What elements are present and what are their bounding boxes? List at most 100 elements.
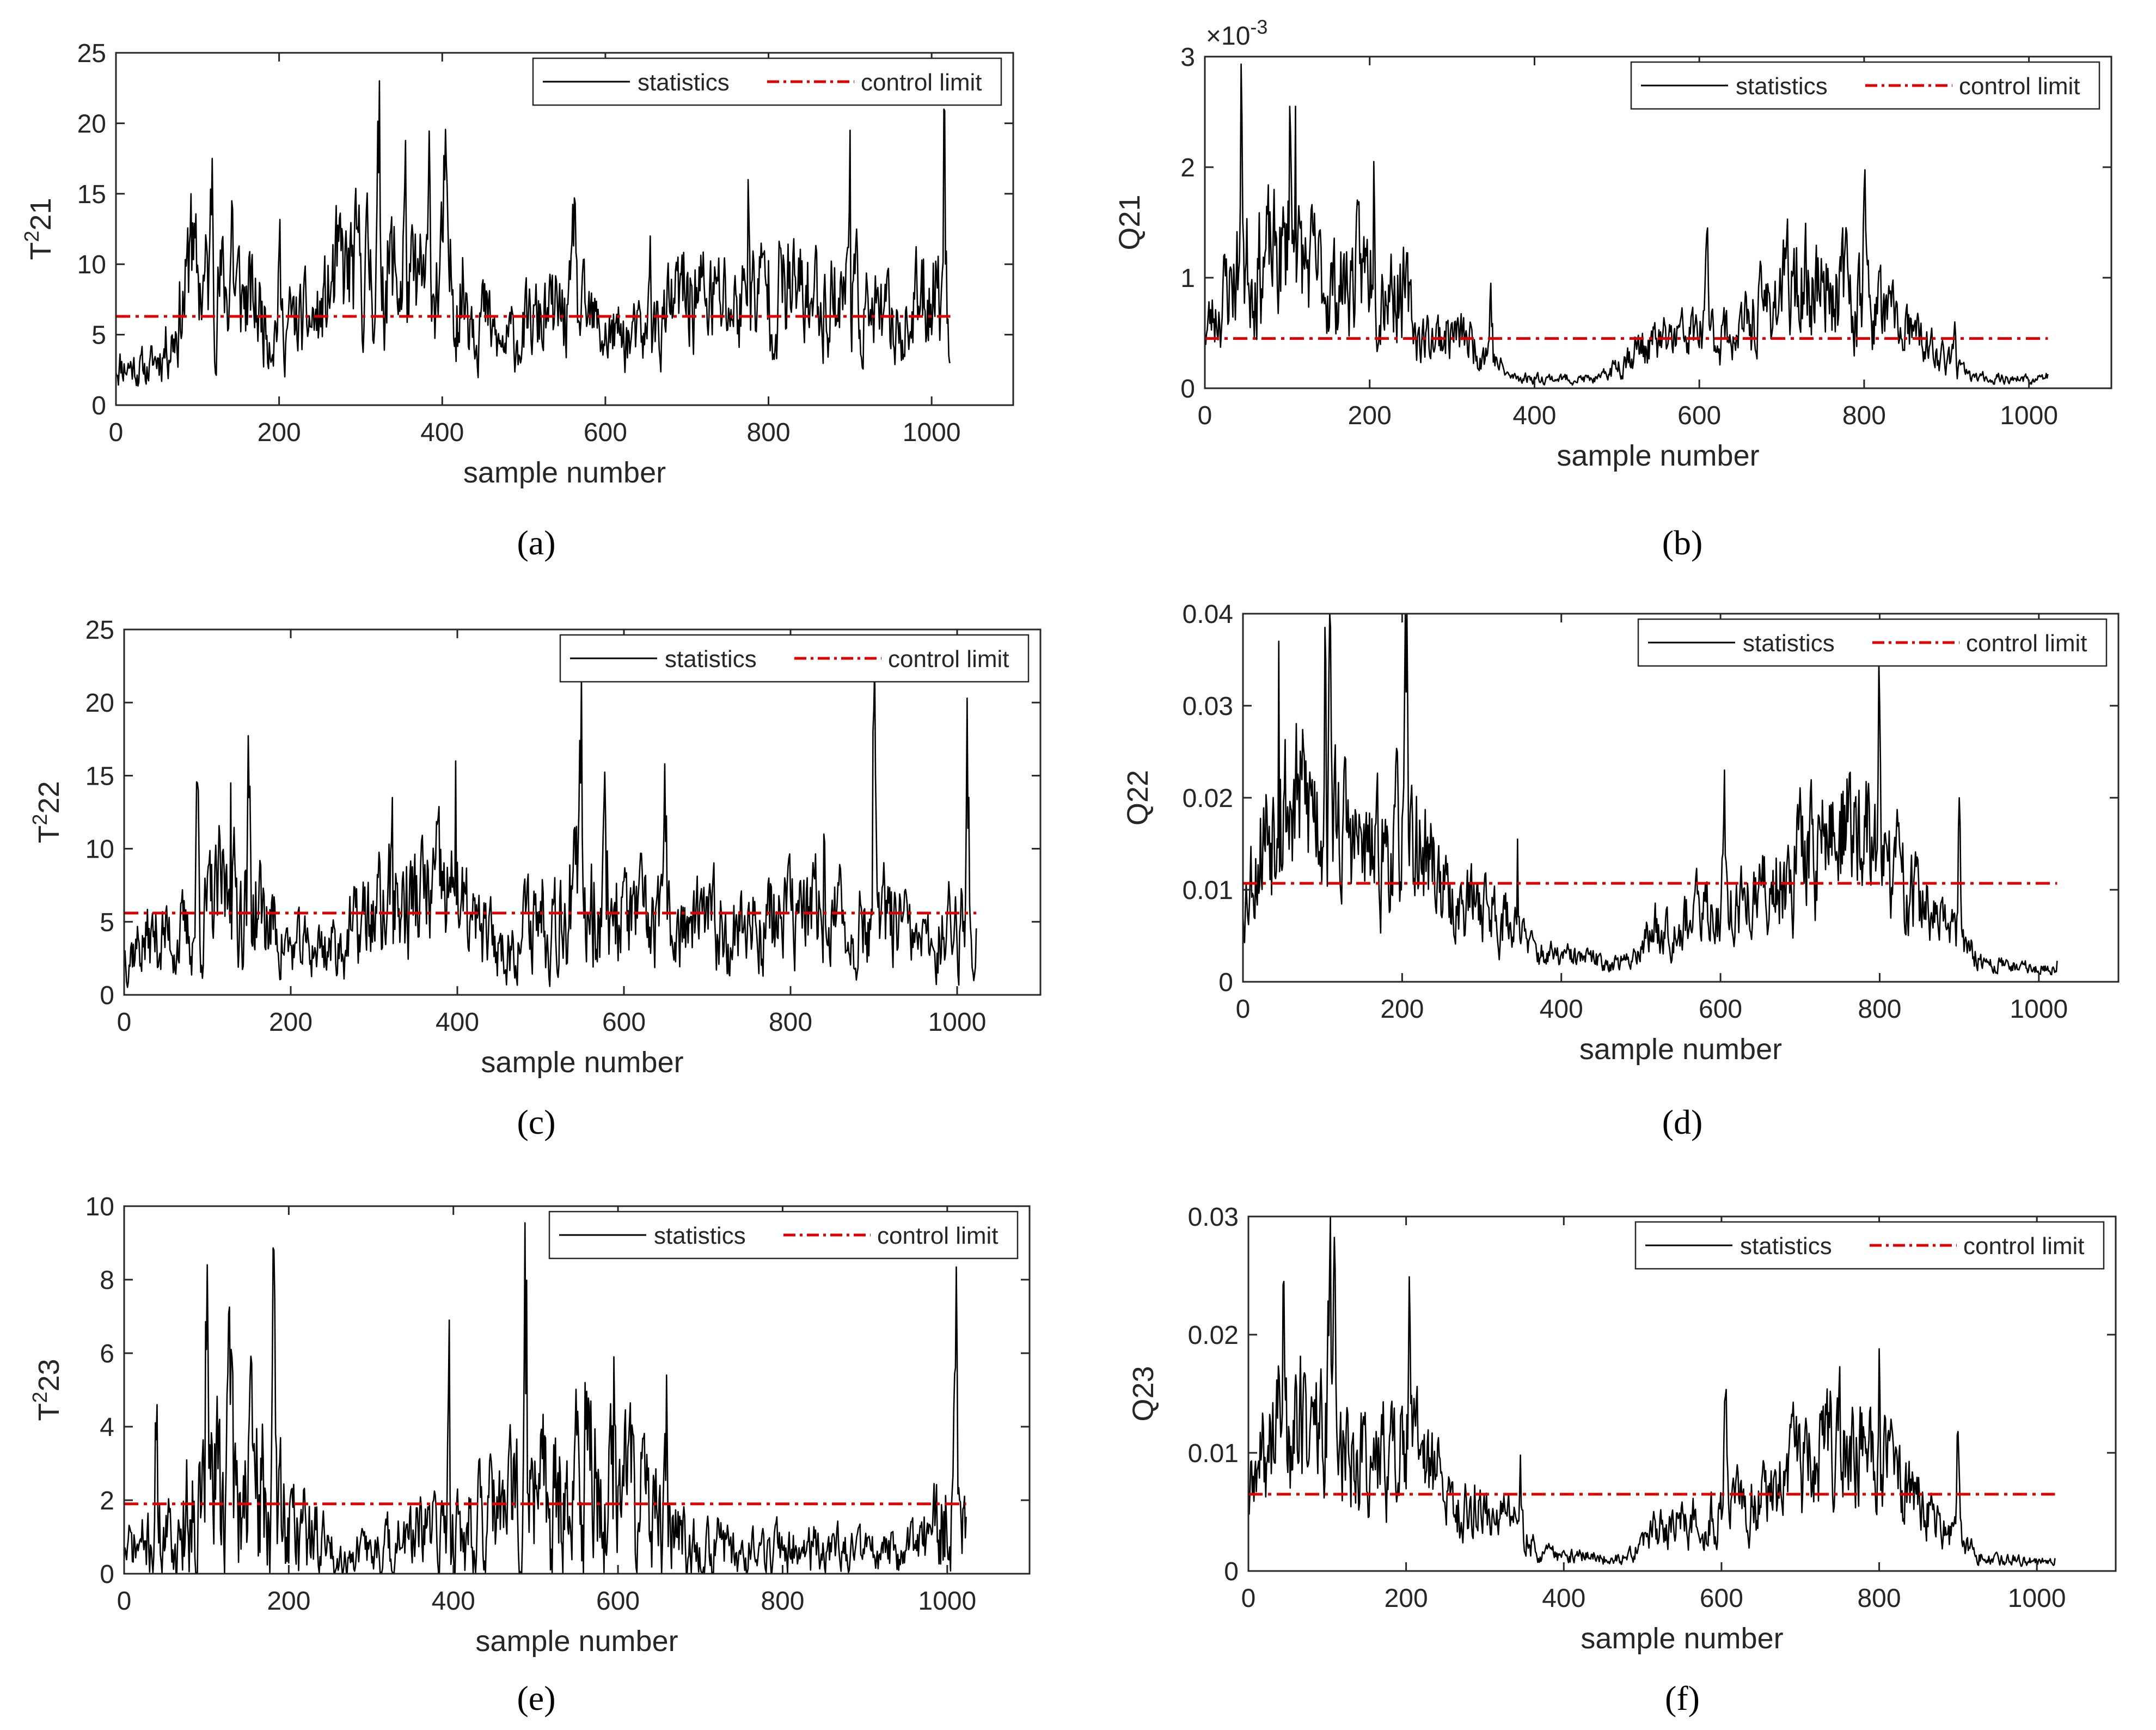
axes-box-c: [123, 628, 1042, 996]
x-tick-label-f-1: 200: [1385, 1584, 1428, 1613]
x-tick-label-c-2: 400: [436, 1008, 479, 1037]
legend-e: statistics control limit: [548, 1211, 1019, 1260]
x-tick-label-f-5: 1000: [2008, 1584, 2066, 1613]
y-tick-label-c-4: 20: [85, 689, 114, 718]
x-tick-label-c-4: 800: [769, 1008, 812, 1037]
y-tick-label-f-0: 0: [1224, 1557, 1239, 1586]
legend-statistics-label-f: statistics: [1740, 1233, 1832, 1260]
x-tick-label-a-1: 200: [258, 418, 301, 447]
x-tick-label-a-0: 0: [109, 418, 124, 447]
y-tick-label-d-4: 0.04: [1183, 600, 1233, 629]
y-tick-label-b-0: 0: [1180, 375, 1195, 404]
x-axis-label-b: sample number: [1557, 439, 1759, 472]
x-tick-label-f-0: 0: [1241, 1584, 1256, 1613]
legend-statistics-label-a: statistics: [638, 69, 730, 96]
legend-control-limit-label-a: control limit: [861, 69, 982, 96]
statistics-line-d: [1242, 613, 2058, 976]
y-axis-label-e: T223: [29, 1359, 65, 1421]
chart-panel-b: 0 200 400 600 800 1000 0 1 2 3 sample number Q21 ×10…: [1113, 16, 2112, 472]
x-tick-label-d-2: 400: [1540, 995, 1583, 1024]
x-tick-label-f-2: 400: [1542, 1584, 1585, 1613]
y-axis-label-d: Q22: [1122, 770, 1154, 826]
y-tick-label-b-3: 3: [1180, 43, 1195, 72]
y-tick-label-a-2: 10: [77, 250, 106, 279]
statistics-line-e: [123, 1222, 967, 1574]
x-tick-label-e-3: 600: [596, 1587, 640, 1616]
x-tick-label-b-2: 400: [1512, 401, 1556, 430]
y-tick-label-c-0: 0: [100, 981, 114, 1010]
x-tick-label-e-5: 1000: [918, 1587, 976, 1616]
y-tick-label-d-0: 0: [1218, 968, 1233, 997]
legend-control-limit-label-f: control limit: [1963, 1233, 2085, 1260]
y-tick-label-e-0: 0: [100, 1560, 114, 1589]
y-tick-label-e-1: 2: [100, 1487, 114, 1515]
legend-a: statistics control limit: [532, 57, 1002, 106]
x-tick-label-b-3: 600: [1677, 401, 1721, 430]
x-axis-label-d: sample number: [1579, 1033, 1782, 1066]
chart-panel-e: 0 200 400 600 800 1000 0 2 4 6 8 10 sample number T22…: [29, 1193, 1031, 1658]
chart-panel-a: 0 200 400 600 800 1000 0 5 10 15 20 25 sample number…: [21, 39, 1014, 489]
y-tick-label-a-5: 25: [77, 39, 106, 68]
statistics-line-c: [123, 662, 977, 988]
x-tick-label-d-1: 200: [1380, 995, 1424, 1024]
x-axis-label-c: sample number: [481, 1046, 683, 1079]
y-tick-label-f-3: 0.03: [1188, 1203, 1239, 1232]
axes-box-f: [1247, 1215, 2117, 1572]
x-tick-label-f-3: 600: [1700, 1584, 1743, 1613]
legend-c: statistics control limit: [559, 634, 1030, 683]
y-tick-label-d-3: 0.03: [1183, 692, 1233, 721]
x-tick-label-f-4: 800: [1857, 1584, 1901, 1613]
x-axis-label-a: sample number: [463, 456, 666, 489]
x-tick-label-a-5: 1000: [903, 418, 961, 447]
y-tick-label-a-1: 5: [91, 321, 106, 350]
legend-control-limit-label-c: control limit: [888, 646, 1009, 673]
x-tick-label-b-0: 0: [1198, 401, 1212, 430]
legend-f: statistics control limit: [1634, 1221, 2105, 1270]
axes-box-e: [123, 1205, 1031, 1575]
y-tick-label-e-4: 8: [100, 1266, 114, 1295]
statistics-line-f: [1247, 1215, 2056, 1567]
x-tick-label-e-4: 800: [761, 1587, 804, 1616]
y-tick-label-a-0: 0: [91, 392, 106, 420]
x-axis-label-e: sample number: [475, 1625, 678, 1658]
legend-control-limit-label-b: control limit: [1959, 73, 2080, 100]
x-tick-label-d-4: 800: [1858, 995, 1901, 1024]
x-tick-label-c-3: 600: [602, 1008, 646, 1037]
chart-panel-c: 0 200 400 600 800 1000 0 5 10 15 20 25 sample number…: [29, 616, 1042, 1079]
y-axis-label-c: T222: [29, 781, 65, 843]
statistics-line-a: [115, 80, 951, 387]
y-tick-label-e-3: 6: [100, 1340, 114, 1368]
y-tick-label-f-2: 0.02: [1188, 1321, 1239, 1350]
statistics-line-b: [1204, 63, 2049, 386]
legend-control-limit-label-d: control limit: [1966, 630, 2087, 657]
legend-statistics-label-e: statistics: [654, 1222, 746, 1249]
axes-box-a: [115, 52, 1014, 406]
y-tick-label-b-2: 2: [1180, 154, 1195, 182]
y-tick-label-e-5: 10: [85, 1193, 114, 1221]
x-tick-label-e-0: 0: [117, 1587, 132, 1616]
exponent-label-b: ×10-3: [1206, 16, 1267, 51]
y-tick-label-d-1: 0.01: [1183, 876, 1233, 905]
y-tick-label-f-1: 0.01: [1188, 1439, 1239, 1468]
y-tick-label-c-5: 25: [85, 616, 114, 645]
axes-box-b: [1204, 56, 2112, 389]
legend-statistics-label-b: statistics: [1736, 73, 1828, 100]
y-tick-label-c-2: 10: [85, 835, 114, 864]
y-tick-label-a-4: 20: [77, 109, 106, 138]
y-tick-label-b-1: 1: [1180, 264, 1195, 293]
panel-caption-c: (c): [517, 1103, 555, 1141]
x-tick-label-d-5: 1000: [2010, 995, 2068, 1024]
x-tick-label-c-0: 0: [117, 1008, 132, 1037]
x-tick-label-c-5: 1000: [928, 1008, 987, 1037]
panel-caption-e: (e): [517, 1679, 555, 1717]
legend-d: statistics control limit: [1637, 618, 2108, 667]
legend-statistics-label-d: statistics: [1743, 630, 1835, 657]
x-tick-label-b-5: 1000: [2000, 401, 2058, 430]
x-tick-label-a-3: 600: [584, 418, 627, 447]
axes-box-d: [1242, 613, 2120, 983]
y-tick-label-d-2: 0.02: [1183, 784, 1233, 813]
y-tick-label-c-3: 15: [85, 762, 114, 791]
chart-panel-d: 0 200 400 600 800 1000 0 0.01 0.02 0.03 0.04 sample…: [1122, 600, 2120, 1066]
x-tick-label-e-2: 400: [432, 1587, 475, 1616]
legend-control-limit-label-e: control limit: [877, 1222, 999, 1249]
